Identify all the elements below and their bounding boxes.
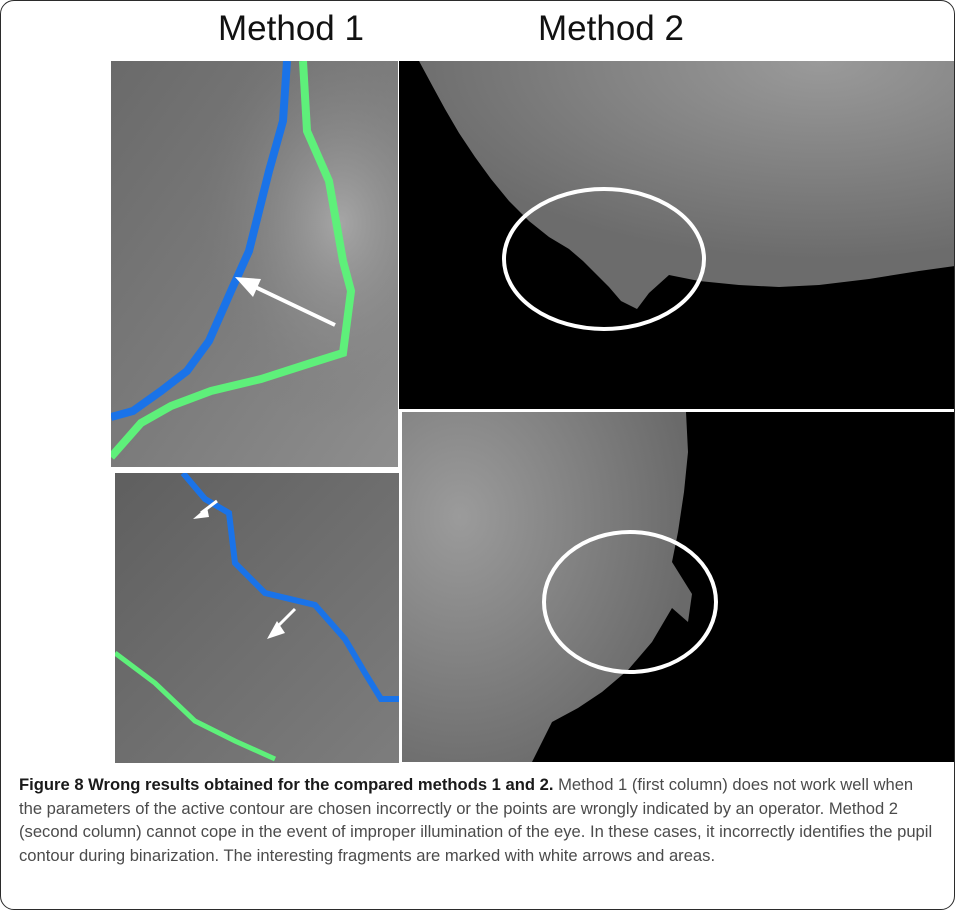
caption-label: Figure 8 Wrong results obtained for the …	[19, 775, 554, 794]
blue-contour	[111, 61, 291, 421]
method-2-bottom-image	[402, 412, 954, 762]
method-1-top-image	[111, 61, 398, 467]
green-contour	[111, 61, 356, 460]
method-2-top-image	[399, 61, 954, 409]
caption-text: Method 1 (first column) does not work we…	[19, 775, 933, 865]
white-arrow-head	[235, 277, 261, 297]
method-1-title: Method 1	[218, 9, 364, 48]
highlight-circle	[542, 530, 718, 674]
green-contour	[115, 651, 277, 762]
blue-contour	[180, 473, 399, 702]
method-2-title: Method 2	[538, 9, 684, 48]
figure-caption: Figure 8 Wrong results obtained for the …	[19, 773, 939, 867]
method-1-bottom-image	[115, 473, 399, 763]
iris-region	[419, 61, 954, 309]
highlight-circle	[502, 187, 706, 331]
white-arrow	[250, 283, 336, 327]
